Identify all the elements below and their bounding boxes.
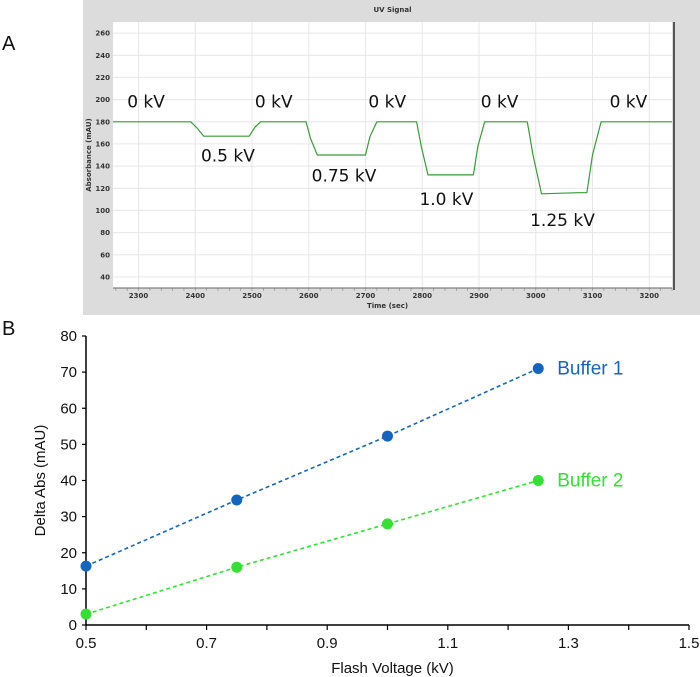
x-tick-label: 2300 bbox=[129, 292, 149, 300]
x-tick-label: 3000 bbox=[526, 292, 546, 300]
y-tick-label: 80 bbox=[100, 229, 110, 237]
y-tick-label: 40 bbox=[100, 273, 110, 281]
x-tick-label: 0.9 bbox=[317, 635, 338, 652]
x-tick-label: 2700 bbox=[356, 292, 376, 300]
voltage-annotation: 0 kV bbox=[610, 92, 648, 112]
voltage-annotation: 0.75 kV bbox=[312, 167, 377, 187]
data-point bbox=[382, 430, 393, 442]
plot-area bbox=[113, 22, 672, 288]
uv-signal-line bbox=[113, 121, 672, 195]
y-tick-label: 120 bbox=[95, 185, 110, 193]
y-tick-label: 20 bbox=[60, 545, 77, 562]
y-tick-label: 40 bbox=[60, 473, 77, 490]
data-point bbox=[80, 608, 92, 620]
data-point bbox=[231, 561, 243, 573]
uv-signal-chart: UV Signal 2300 2400 2500 2600 2700 2800 2900 300… bbox=[83, 0, 700, 315]
y-tick-label: 0 bbox=[69, 617, 77, 634]
x-tick-label: 2900 bbox=[469, 292, 489, 300]
y-tick-label: 240 bbox=[95, 52, 110, 60]
series-line-1 bbox=[85, 367, 539, 567]
x-tick-label: 3200 bbox=[640, 292, 660, 300]
x-tick-label: 2800 bbox=[413, 292, 433, 300]
y-tick-label: 160 bbox=[95, 140, 110, 148]
x-tick-label: 2600 bbox=[299, 292, 319, 300]
y-tick-label: 70 bbox=[60, 364, 77, 381]
x-axis-label: Flash Voltage (kV) bbox=[331, 660, 454, 677]
x-tick-label: 0.5 bbox=[76, 635, 97, 652]
voltage-annotation: 0 kV bbox=[481, 92, 519, 112]
voltage-annotation: 0 kV bbox=[368, 92, 406, 112]
x-axis-label: Time (sec) bbox=[367, 302, 408, 310]
x-tick-label: 1.3 bbox=[558, 635, 579, 652]
y-tick-label: 10 bbox=[60, 581, 77, 598]
y-axis-label: Absorbance (mAU) bbox=[85, 118, 93, 192]
y-tick-label: 80 bbox=[60, 328, 77, 345]
voltage-annotation: 0 kV bbox=[255, 92, 293, 112]
x-tick-label: 3100 bbox=[583, 292, 603, 300]
voltage-annotation: 0 kV bbox=[127, 92, 165, 112]
data-point bbox=[382, 518, 393, 530]
delta-abs-chart: 0 10 20 30 40 50 60 70 80 0.5 0.7 0.9 1.1 1.3 1.5 Flash… bbox=[32, 328, 699, 677]
legend-label-2: Buffer 2 bbox=[557, 471, 623, 492]
panel-label-b: B bbox=[2, 318, 15, 340]
y-tick-label: 180 bbox=[95, 118, 110, 126]
data-point bbox=[532, 363, 544, 375]
x-tick-label: 0.7 bbox=[196, 635, 217, 652]
y-tick-label: 200 bbox=[95, 96, 110, 104]
panel-label-a: A bbox=[2, 33, 16, 55]
legend-label-1: Buffer 1 bbox=[557, 359, 623, 380]
y-tick-label: 140 bbox=[95, 163, 110, 171]
y-tick-label: 30 bbox=[60, 509, 77, 526]
data-point bbox=[532, 475, 544, 486]
y-axis-label: Delta Abs (mAU) bbox=[32, 425, 49, 537]
y-tick-label: 60 bbox=[60, 400, 77, 417]
voltage-annotation: 1.0 kV bbox=[419, 190, 473, 210]
x-tick-label: 2500 bbox=[242, 292, 262, 300]
voltage-annotation: 0.5 kV bbox=[201, 147, 255, 167]
x-tick-label: 1.1 bbox=[437, 635, 458, 652]
chart-title: UV Signal bbox=[373, 6, 411, 14]
data-point bbox=[80, 560, 92, 572]
series-line-2 bbox=[85, 479, 539, 615]
y-tick-label: 50 bbox=[60, 436, 77, 453]
voltage-annotation: 1.25 kV bbox=[530, 211, 595, 231]
y-tick-label: 100 bbox=[95, 207, 110, 215]
data-point bbox=[231, 494, 243, 506]
y-tick-label: 220 bbox=[95, 74, 110, 82]
y-tick-label: 260 bbox=[95, 30, 110, 38]
y-tick-label: 60 bbox=[100, 251, 110, 259]
x-tick-label: 2400 bbox=[186, 292, 206, 300]
x-tick-label: 1.5 bbox=[679, 635, 700, 652]
